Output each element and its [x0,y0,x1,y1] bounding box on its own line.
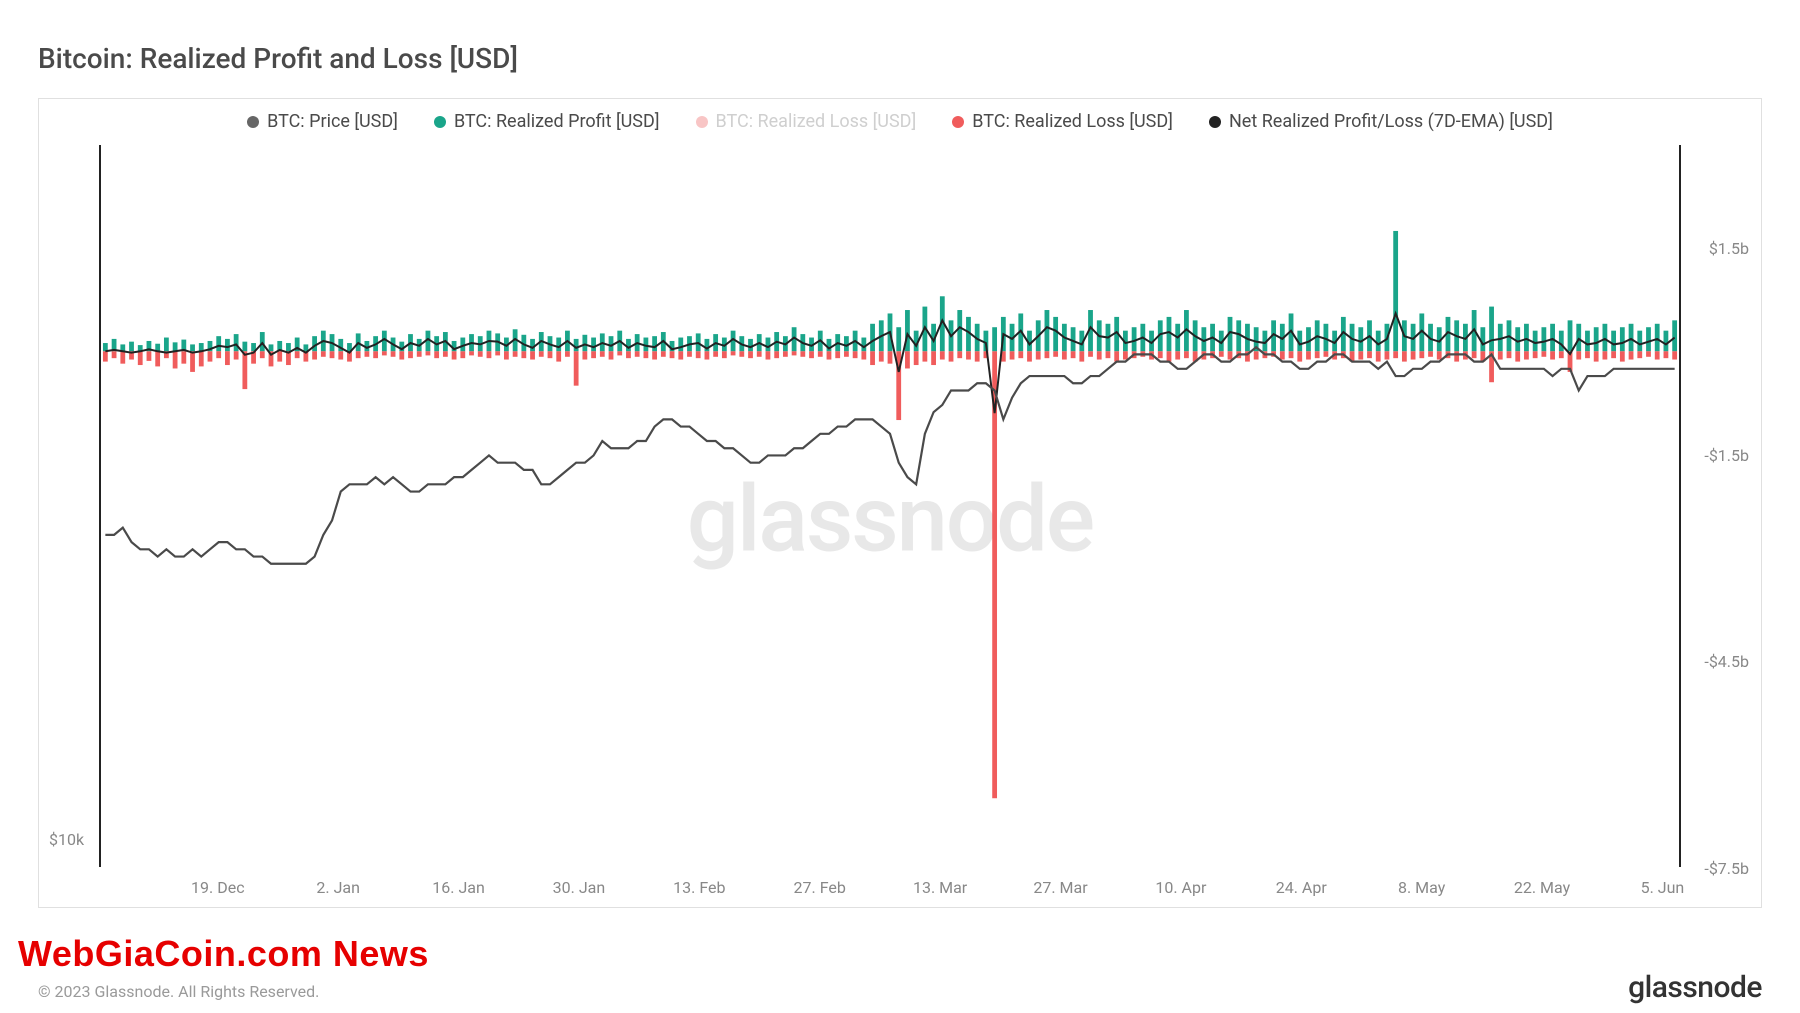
legend-label: BTC: Realized Profit [USD] [454,111,660,132]
chart-frame: BTC: Price [USD] BTC: Realized Profit [US… [38,98,1762,908]
y-axis-right-label: -$7.5b [1704,859,1749,878]
legend-dot [696,116,708,128]
legend-dot [247,116,259,128]
legend-dot [952,116,964,128]
plot-area: glassnode [99,145,1681,867]
x-axis-label: 27. Feb [794,878,846,897]
legend-label: Net Realized Profit/Loss (7D-EMA) [USD] [1229,111,1553,132]
legend-label: BTC: Price [USD] [267,111,398,132]
legend-item: BTC: Realized Loss [USD] [696,111,917,132]
x-axis-label: 27. Mar [1033,878,1087,897]
copyright-text: © 2023 Glassnode. All Rights Reserved. [38,982,319,1001]
x-axis-label: 22. May [1514,878,1570,897]
x-axis-label: 2. Jan [316,878,360,897]
x-axis-label: 24. Apr [1276,878,1327,897]
x-axis-label: 5. Jun [1641,878,1685,897]
legend-item: BTC: Realized Profit [USD] [434,111,660,132]
legend-dot [434,116,446,128]
legend-item: BTC: Price [USD] [247,111,398,132]
x-axis-label: 8. May [1398,878,1445,897]
y-axis-right-label: $1.5b [1709,239,1749,258]
x-axis-label: 10. Apr [1155,878,1206,897]
legend-label: BTC: Realized Loss [USD] [716,111,917,132]
y-axis-left-label: $10k [49,830,84,849]
overlay-news-label: WebGiaCoin.com News [18,933,429,975]
x-axis-label: 13. Feb [673,878,725,897]
legend: BTC: Price [USD] BTC: Realized Profit [US… [39,111,1761,132]
chart-title: Bitcoin: Realized Profit and Loss [USD] [38,42,518,75]
y-axis-right-label: -$4.5b [1704,652,1749,671]
legend-dot [1209,116,1221,128]
x-axis-label: 30. Jan [553,878,606,897]
x-axis-label: 13. Mar [913,878,967,897]
legend-item: Net Realized Profit/Loss (7D-EMA) [USD] [1209,111,1553,132]
y-axis-right-label: -$1.5b [1704,446,1749,465]
x-axis-label: 19. Dec [191,878,245,897]
x-axis-label: 16. Jan [432,878,485,897]
legend-item: BTC: Realized Loss [USD] [952,111,1173,132]
plot-svg [101,145,1679,867]
brand-logo: glassnode [1628,970,1762,1005]
legend-label: BTC: Realized Loss [USD] [972,111,1173,132]
